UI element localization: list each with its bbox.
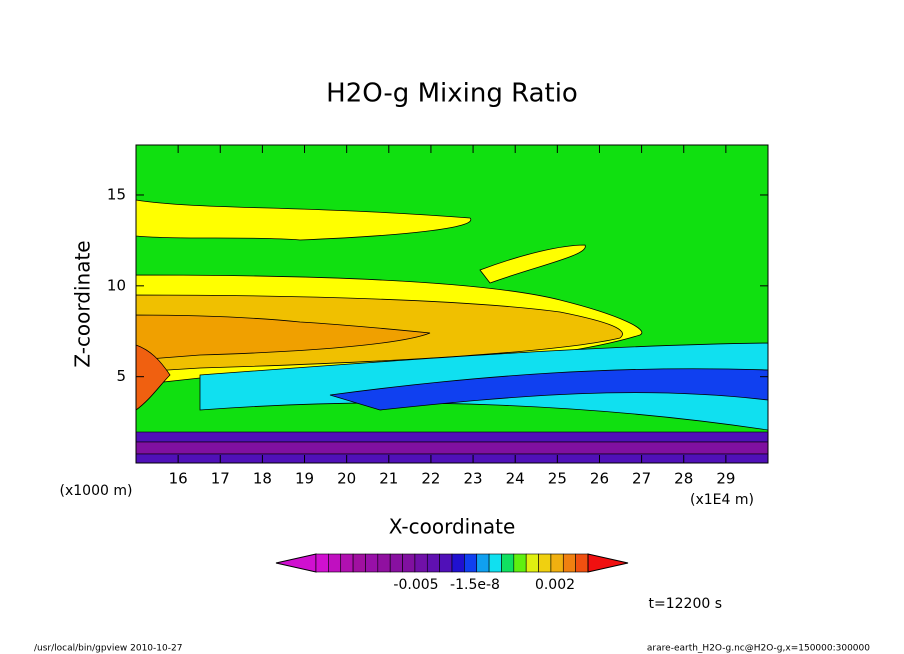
x-tick-label: 25 <box>548 470 567 488</box>
colorbar-segment <box>575 553 589 573</box>
x-tick-label: 16 <box>169 470 188 488</box>
colorbar-segment <box>340 553 354 573</box>
y-tick-label: 5 <box>116 367 126 385</box>
plot-frame <box>135 144 769 464</box>
x-tick-label: 17 <box>211 470 230 488</box>
footer-left: /usr/local/bin/gpview 2010-10-27 <box>34 644 182 654</box>
colorbar-segment <box>451 553 465 573</box>
y-unit: (x1000 m) <box>60 483 133 499</box>
colorbar-segment <box>538 553 552 573</box>
colorbar-segment <box>488 553 502 573</box>
x-tick-label: 29 <box>716 470 735 488</box>
colorbar-segment <box>315 553 329 573</box>
colorbar-segment <box>476 553 490 573</box>
colorbar-tick-label: 0.002 <box>535 577 575 593</box>
x-tick-label: 19 <box>295 470 314 488</box>
colorbar-segment <box>352 553 366 573</box>
x-tick-label: 22 <box>421 470 440 488</box>
y-tick-label: 15 <box>107 185 126 203</box>
colorbar-over <box>587 553 629 573</box>
colorbar-segment <box>513 553 527 573</box>
x-tick-label: 20 <box>337 470 356 488</box>
colorbar-segment <box>402 553 416 573</box>
x-tick-label: 21 <box>379 470 398 488</box>
colorbar-tick-label: -1.5e-8 <box>450 577 500 593</box>
footer-right: arare-earth_H2O-g.nc@H2O-g,x=150000:3000… <box>647 644 870 654</box>
x-tick-label: 24 <box>506 470 525 488</box>
colorbar-segment <box>414 553 428 573</box>
colorbar-under <box>275 553 317 573</box>
colorbar-segment <box>439 553 453 573</box>
contour-field <box>135 145 769 464</box>
x-tick-label: 26 <box>590 470 609 488</box>
colorbar-segment <box>501 553 515 573</box>
colorbar-segment <box>525 553 539 573</box>
colorbar-segment <box>562 553 576 573</box>
colorbar-segment <box>426 553 440 573</box>
x-tick-label: 18 <box>253 470 272 488</box>
colorbar-segment <box>328 553 342 573</box>
x-tick-label: 28 <box>674 470 693 488</box>
colorbar-segment <box>464 553 478 573</box>
y-tick-label: 10 <box>107 276 126 294</box>
x-tick-label: 27 <box>632 470 651 488</box>
colorbar-segment <box>365 553 379 573</box>
x-unit: (x1E4 m) <box>690 492 754 508</box>
time-annotation: t=12200 s <box>649 596 723 612</box>
colorbar-segment <box>550 553 564 573</box>
chart-title: H2O-g Mixing Ratio <box>326 79 578 109</box>
colorbar-tick-label: -0.005 <box>393 577 438 593</box>
x-axis-label: X-coordinate <box>389 515 516 539</box>
y-axis-label: Z-coordinate <box>71 240 95 367</box>
x-tick-label: 23 <box>464 470 483 488</box>
colorbar-segment <box>377 553 391 573</box>
colorbar-segment <box>389 553 403 573</box>
